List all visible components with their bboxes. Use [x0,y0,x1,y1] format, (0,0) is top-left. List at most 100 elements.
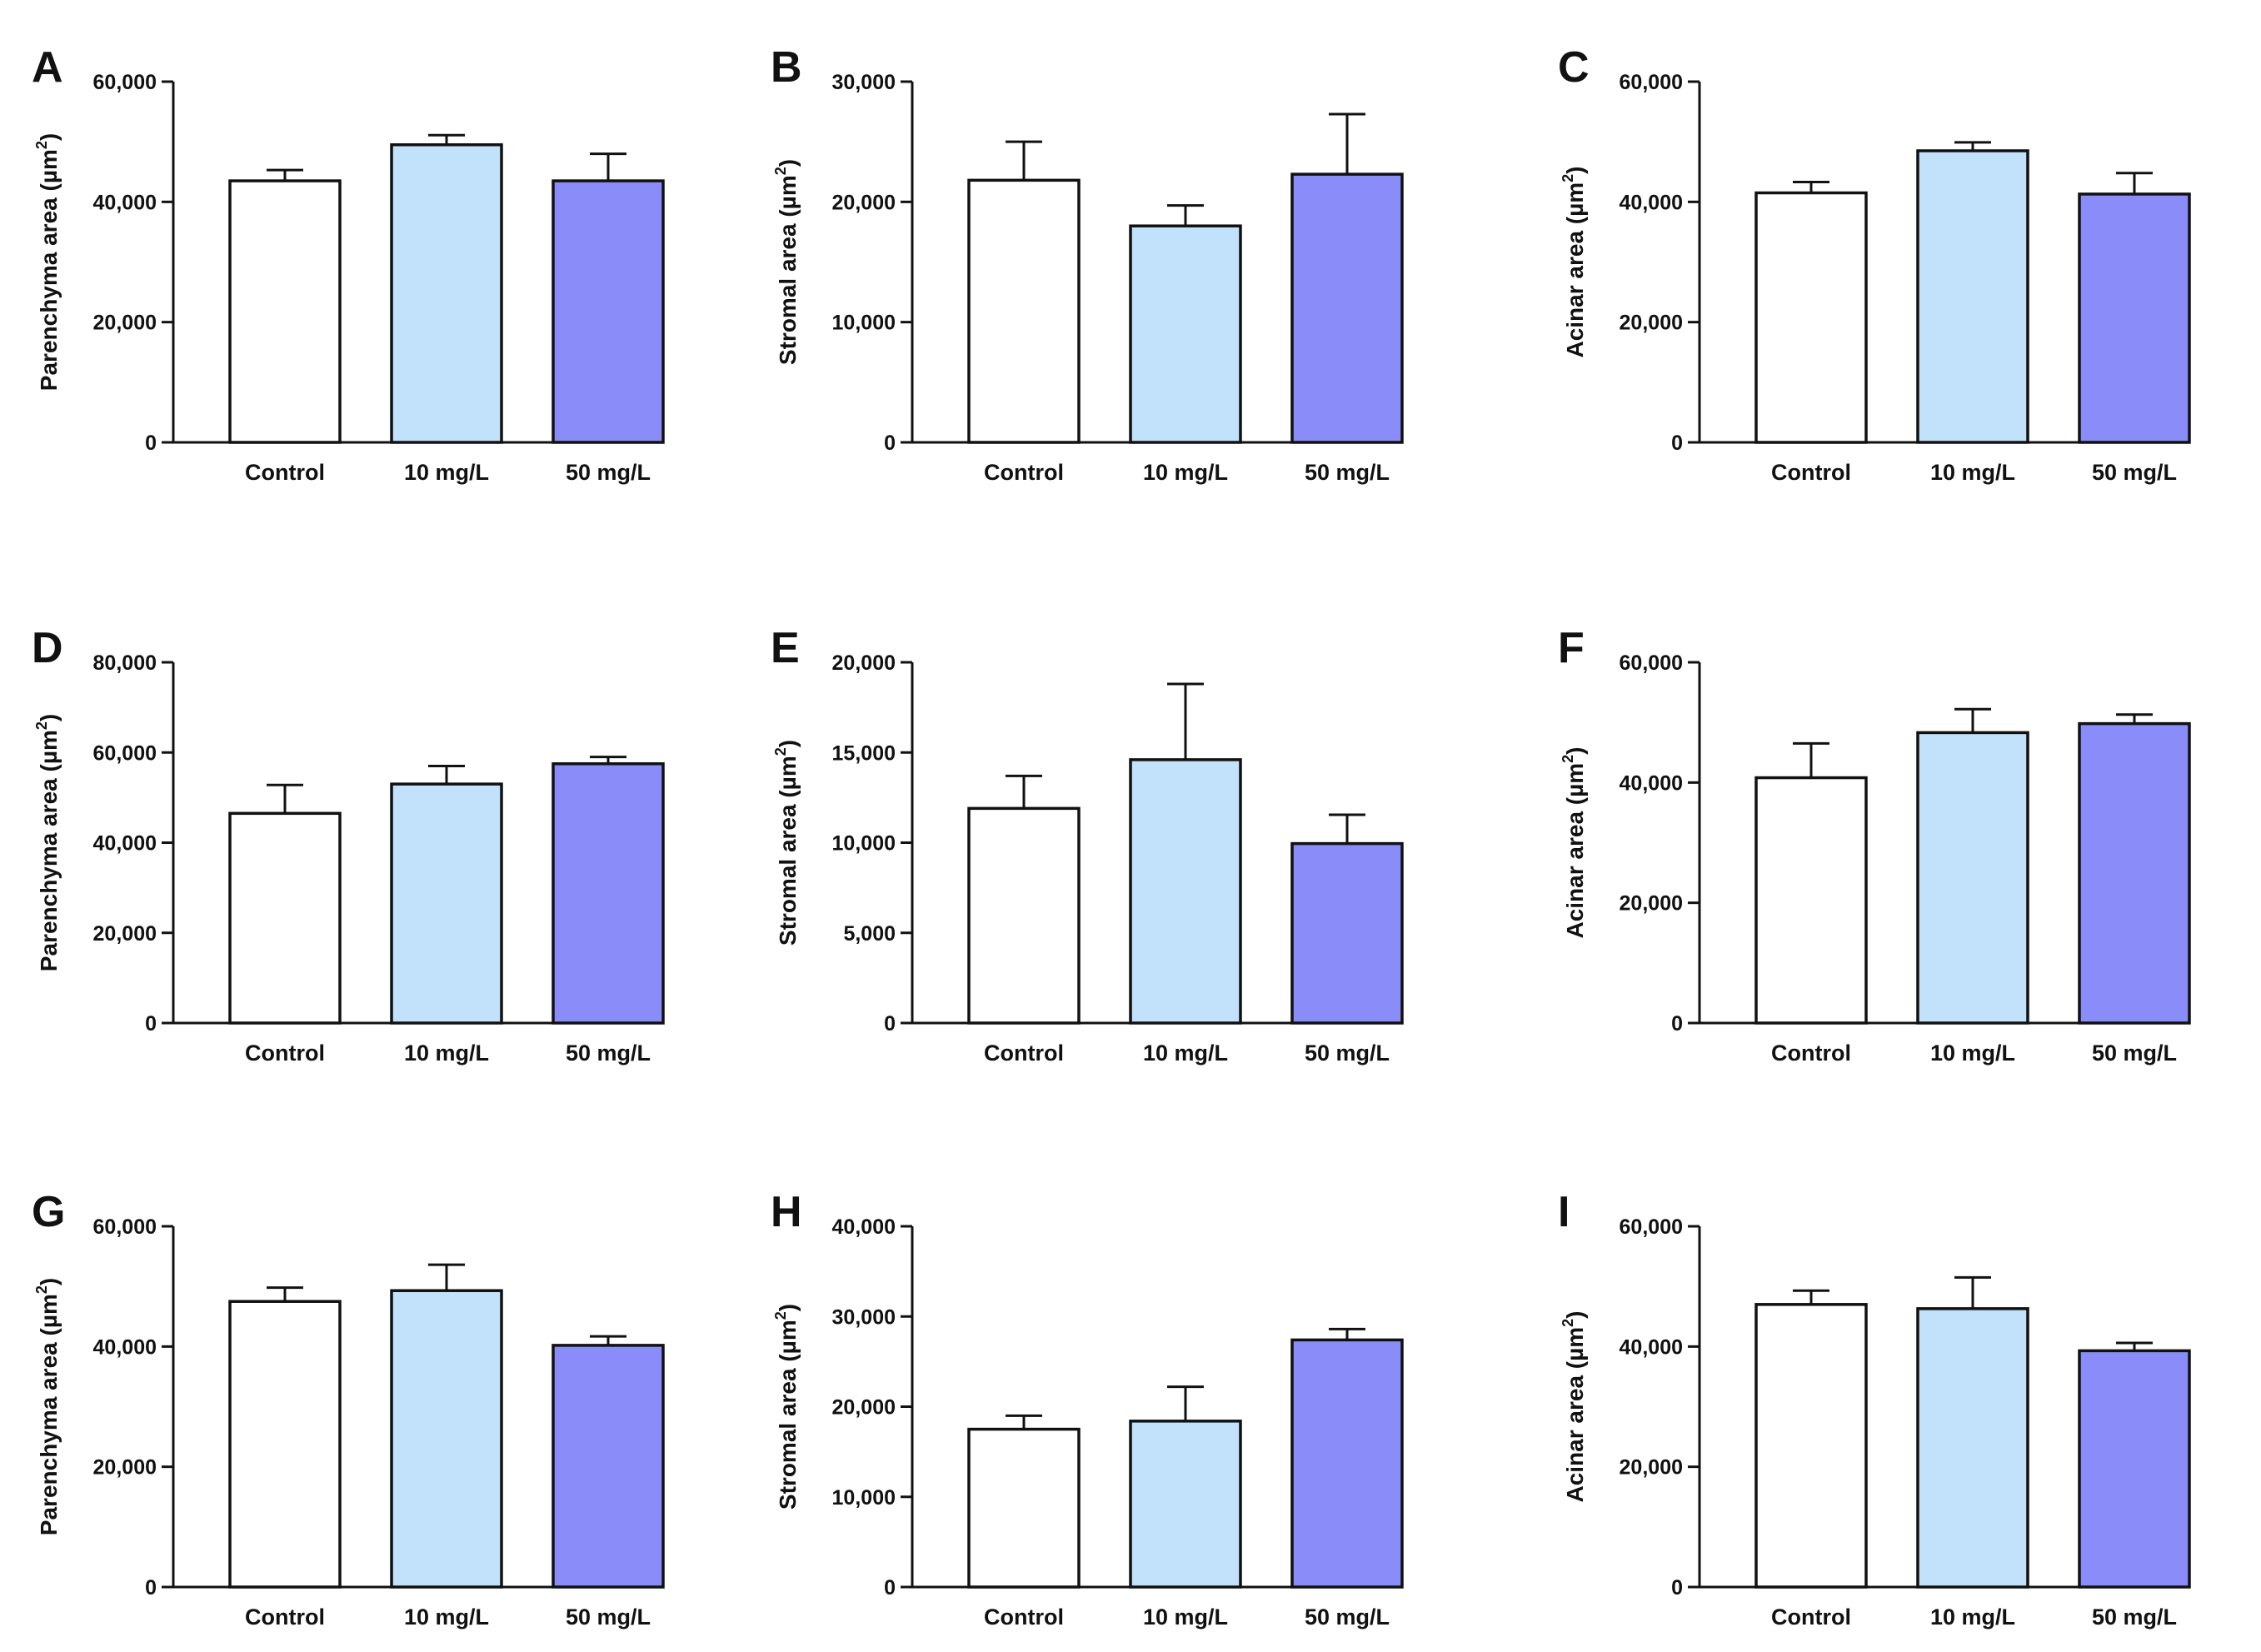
y-tick-label: 30,000 [832,71,896,94]
panel-e: E 0 5,000 10,000 15,000 20,000 Stromal area (µ… [771,624,1404,1066]
y-tick-label: 10,000 [832,312,896,335]
panel-letter: G [32,1188,65,1236]
y-tick-label: 40,000 [1620,1335,1683,1359]
bar-f-2 [1916,731,2029,1025]
bar-i-3 [2078,1349,2191,1589]
category-label: 50 mg/L [566,1605,651,1630]
panel-i: I 0 20,000 40,000 60,000 Acinar area (µm2) Con… [1558,1188,2191,1630]
y-tick-label: 0 [145,1012,157,1036]
category-label: 50 mg/L [2092,1041,2177,1066]
y-tick-label: 40,000 [1620,191,1683,214]
category-label: 10 mg/L [1930,460,2015,485]
y-axis-label: Acinar area (µm2) [1560,166,1588,357]
bar-f-1 [1754,776,1868,1025]
y-tick-label: 0 [145,432,157,455]
category-label: 50 mg/L [2092,460,2177,485]
bar-c-1 [1754,191,1868,444]
y-tick-label: 20,000 [832,1396,896,1420]
y-axis-label: Acinar area (µm2) [1560,1310,1588,1502]
y-tick-label: 0 [884,432,896,455]
category-label: 50 mg/L [566,1041,651,1066]
bar-c-3 [2078,192,2191,444]
panel-letter: H [771,1188,802,1236]
category-label: 50 mg/L [1305,1605,1390,1630]
bar-b-2 [1129,224,1242,444]
y-tick-label: 60,000 [1620,651,1683,675]
y-tick-label: 20,000 [832,191,896,214]
bar-b-1 [967,178,1081,444]
bar-h-1 [967,1427,1081,1589]
panel-letter: F [1558,624,1585,672]
y-tick-label: 60,000 [1620,71,1683,94]
y-tick-label: 15,000 [832,741,896,765]
panel-letter: A [32,43,63,92]
panel-letter: E [771,624,800,672]
category-label: 50 mg/L [1305,460,1390,485]
y-tick-label: 60,000 [1620,1215,1683,1239]
panel-g: G 0 20,000 40,000 60,000 Parenchyma area (µm2… [32,1188,665,1630]
y-tick-label: 40,000 [1620,771,1683,795]
panel-letter: I [1558,1188,1570,1236]
bar-e-2 [1129,758,1242,1025]
panel-letter: D [32,624,63,672]
y-axis-label: Stromal area (µm2) [772,1304,801,1510]
y-tick-label: 5,000 [843,922,896,946]
category-label: 50 mg/L [566,460,651,485]
bar-c-2 [1916,149,2029,444]
panel-letter: B [771,43,802,92]
y-tick-label: 0 [145,1576,157,1600]
y-axis-label: Stromal area (µm2) [772,159,801,365]
y-tick-label: 0 [1671,1576,1683,1600]
bar-b-3 [1290,172,1404,444]
bar-d-1 [228,811,342,1025]
y-tick-label: 20,000 [1620,312,1683,335]
bar-d-2 [390,782,503,1025]
y-tick-label: 10,000 [832,1486,896,1510]
category-label: Control [1771,1605,1851,1630]
category-label: Control [984,1041,1064,1066]
panel-h: H 0 10,000 20,000 30,000 40,000 Stromal area (… [771,1188,1404,1630]
y-tick-label: 60,000 [93,1215,157,1239]
category-label: 10 mg/L [1143,460,1228,485]
category-label: 10 mg/L [1143,1605,1228,1630]
bar-g-1 [228,1300,342,1589]
category-label: Control [245,460,325,485]
bar-i-1 [1754,1303,1868,1589]
panel-d: D 0 20,000 40,000 60,000 80,000 Parenchyma are… [32,624,665,1066]
bar-a-1 [228,179,342,444]
category-label: 50 mg/L [1305,1041,1390,1066]
y-tick-label: 20,000 [832,651,896,675]
y-tick-label: 60,000 [93,71,157,94]
bar-i-2 [1916,1307,2029,1589]
y-tick-label: 40,000 [93,832,157,856]
y-tick-label: 20,000 [93,1456,157,1480]
y-tick-label: 0 [1671,432,1683,455]
y-tick-label: 20,000 [93,312,157,335]
bar-g-2 [390,1289,503,1589]
y-axis-label: Parenchyma area (µm2) [33,714,62,971]
y-tick-label: 30,000 [832,1305,896,1329]
y-tick-label: 10,000 [832,832,896,856]
y-tick-label: 0 [1671,1012,1683,1036]
y-axis-label: Parenchyma area (µm2) [33,133,62,391]
bar-g-3 [552,1344,665,1589]
bar-e-1 [967,806,1081,1025]
category-label: 10 mg/L [1143,1041,1228,1066]
bar-a-3 [552,179,665,444]
y-tick-label: 20,000 [1620,892,1683,916]
panel-b: B 0 10,000 20,000 30,000 Stromal area (µm2) Co… [771,43,1404,485]
panel-c: C 0 20,000 40,000 60,000 Acinar area (µm2) Con… [1558,43,2191,485]
y-tick-label: 40,000 [93,191,157,214]
category-label: Control [245,1605,325,1630]
bar-h-3 [1290,1338,1404,1589]
category-label: 10 mg/L [404,1605,489,1630]
panel-letter: C [1558,43,1590,92]
category-label: Control [1771,1041,1851,1066]
bar-f-3 [2078,721,2191,1025]
category-label: Control [1771,460,1851,485]
bar-a-2 [390,143,503,444]
y-tick-label: 80,000 [93,651,157,675]
category-label: 10 mg/L [404,460,489,485]
y-tick-label: 40,000 [832,1215,896,1239]
